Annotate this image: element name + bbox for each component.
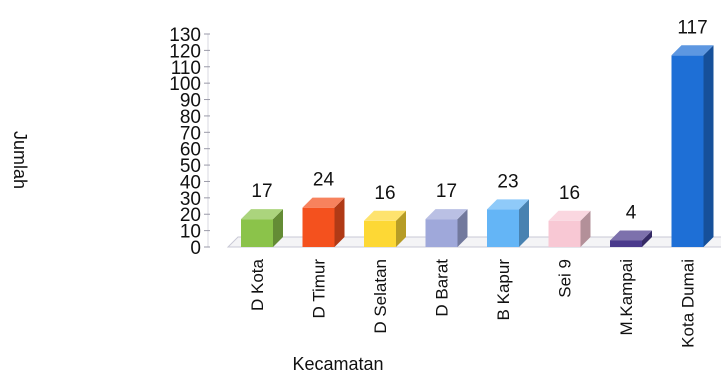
- bar-top: [671, 45, 714, 56]
- y-tick-label: 80: [180, 107, 201, 128]
- bar-side: [580, 210, 591, 247]
- bar-side: [703, 45, 714, 247]
- y-tick-label: 90: [180, 91, 201, 112]
- y-tick-label: 70: [180, 123, 201, 144]
- data-labels: 17 24 16 17 23 16 4 117: [251, 17, 707, 223]
- y-tick-label: 120: [169, 41, 201, 62]
- bar-d-barat: [425, 209, 468, 247]
- y-tick-label: 50: [180, 156, 201, 177]
- x-tick-label: M.Kampai: [617, 259, 636, 336]
- data-label: 23: [497, 171, 518, 192]
- bar-front: [241, 219, 273, 247]
- bar-kota-dumai: [671, 45, 714, 247]
- y-tick-label: 30: [180, 189, 201, 210]
- bar-m-kampai: [610, 230, 652, 247]
- bar-side: [519, 199, 529, 247]
- x-tick-label: D Timur: [310, 259, 329, 319]
- y-tick-label: 130: [169, 25, 201, 46]
- y-tick-label: 0: [190, 238, 201, 259]
- bar-top: [487, 199, 529, 210]
- y-tick-label: 10: [180, 222, 201, 243]
- bar-sei-9: [548, 210, 591, 247]
- y-tick-label: 100: [169, 74, 201, 95]
- data-label: 117: [677, 17, 707, 38]
- bar-top: [425, 209, 468, 220]
- bar-top: [364, 210, 406, 221]
- bar-side: [334, 197, 345, 247]
- bar-front: [364, 220, 396, 247]
- bar-front: [425, 219, 458, 247]
- x-tick-label: D Selatan: [371, 259, 390, 334]
- bar-top: [241, 209, 283, 220]
- bar-front: [671, 55, 704, 247]
- y-axis-title: Jumlah: [10, 131, 30, 189]
- y-tick-label: 20: [180, 205, 201, 226]
- x-tick-label: Sei 9: [556, 259, 575, 298]
- bar-side: [642, 230, 652, 247]
- bar-side: [273, 209, 283, 247]
- bar-d-kota: [241, 209, 283, 247]
- data-label: 24: [313, 170, 335, 191]
- bar-side: [396, 210, 406, 247]
- bar-d-timur: [302, 197, 345, 247]
- bar-series: [241, 45, 714, 247]
- bar-side: [457, 209, 468, 247]
- x-tick-label: D Kota: [248, 258, 267, 311]
- bar-front: [487, 209, 519, 247]
- y-tick-label: 110: [171, 58, 201, 79]
- bar-front: [548, 220, 581, 247]
- data-label: 17: [251, 181, 272, 202]
- bar-top: [302, 197, 345, 208]
- bar-b-kapur: [487, 199, 529, 247]
- y-tick-label: 40: [180, 172, 201, 193]
- y-tick-label: 60: [180, 140, 201, 161]
- bar-top: [610, 230, 652, 241]
- data-label: 17: [436, 181, 457, 202]
- data-label: 16: [559, 183, 580, 204]
- x-axis-title: Kecamatan: [292, 354, 383, 374]
- x-tick-label: D Barat: [433, 259, 452, 317]
- bar-front: [302, 207, 335, 247]
- x-tick-label: Kota Dumai: [679, 259, 698, 348]
- bar-top: [548, 210, 591, 221]
- bar-d-selatan: [364, 210, 406, 247]
- x-axis: D Kota D Timur D Selatan D Barat B Kapur Sei …: [248, 258, 698, 347]
- bar-front: [610, 240, 642, 247]
- x-tick-label: B Kapur: [494, 259, 513, 321]
- data-label: 4: [626, 202, 637, 223]
- data-label: 16: [374, 183, 395, 204]
